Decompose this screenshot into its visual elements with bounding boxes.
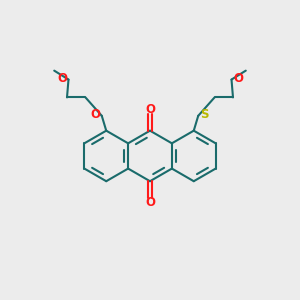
Text: O: O [145, 103, 155, 116]
Text: O: O [233, 73, 243, 85]
Text: O: O [57, 73, 67, 85]
Text: O: O [145, 196, 155, 208]
Text: O: O [90, 108, 100, 121]
Text: S: S [200, 108, 209, 121]
